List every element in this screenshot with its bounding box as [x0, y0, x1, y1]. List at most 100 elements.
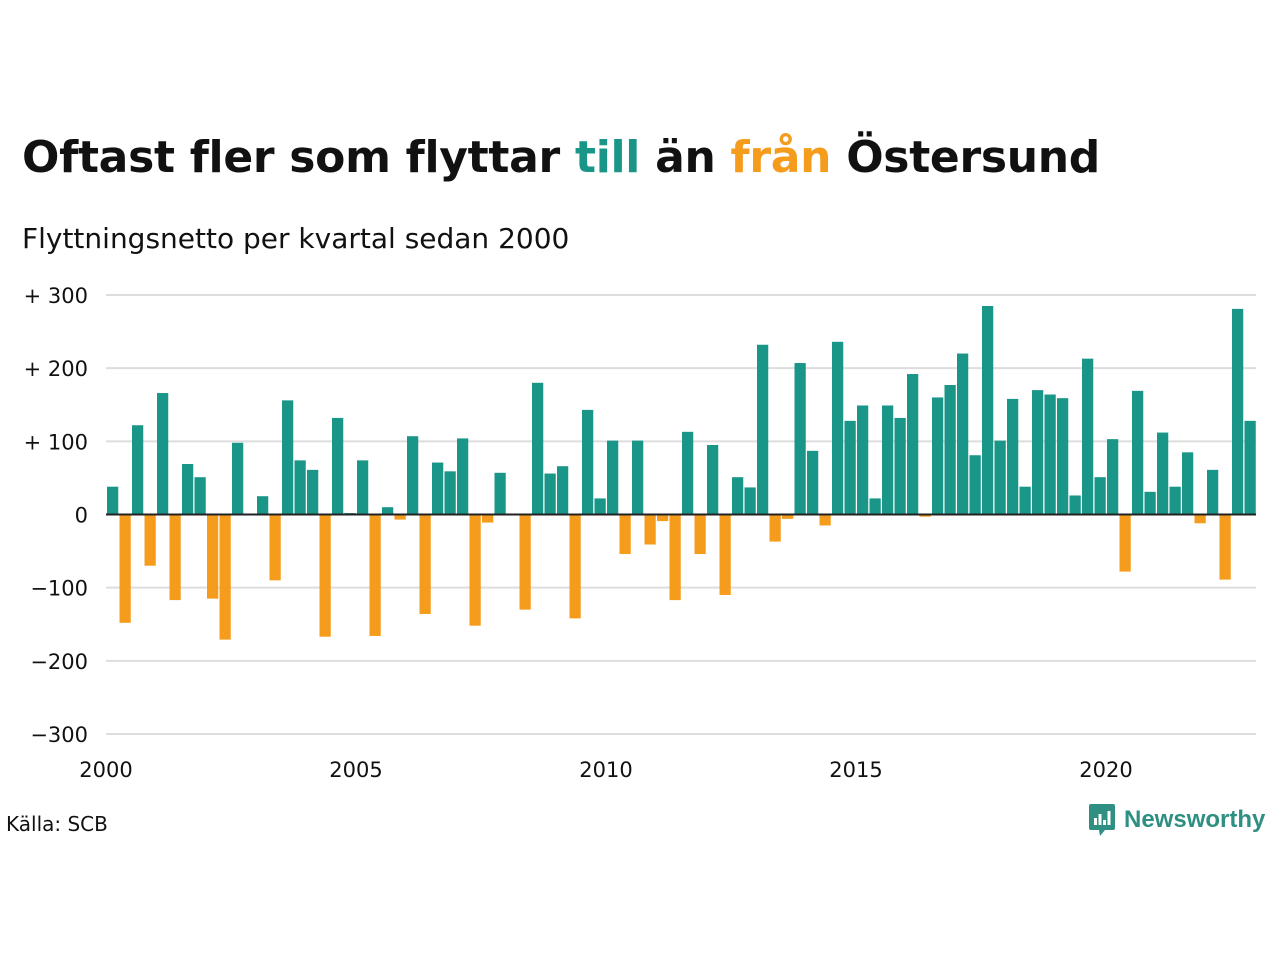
bar	[1057, 398, 1069, 515]
bars	[107, 305, 1256, 640]
bar	[907, 374, 919, 515]
bar	[319, 514, 331, 637]
bar	[144, 514, 156, 566]
bar	[194, 477, 206, 515]
bar	[969, 455, 981, 515]
grid-lines	[106, 294, 1256, 735]
bar	[294, 460, 306, 515]
bar	[869, 498, 881, 515]
bar	[419, 514, 431, 615]
bar	[1032, 390, 1044, 515]
bar	[769, 514, 781, 542]
bar	[569, 514, 581, 619]
bar	[257, 496, 269, 515]
bar	[132, 425, 144, 515]
bar	[682, 431, 694, 515]
bar	[1169, 486, 1181, 515]
bar	[494, 472, 506, 515]
bar	[107, 486, 119, 515]
bar	[1244, 420, 1256, 515]
y-tick-label: −200	[30, 650, 88, 674]
bar	[1232, 308, 1244, 515]
bar	[707, 444, 719, 515]
bar	[694, 514, 706, 555]
bar	[1194, 514, 1206, 524]
bar	[557, 466, 569, 515]
bar	[457, 438, 469, 515]
title-till: till	[574, 132, 641, 183]
bar	[757, 344, 769, 515]
bar	[169, 514, 181, 601]
bar	[982, 305, 994, 515]
bar	[1044, 394, 1056, 515]
bar	[482, 514, 494, 523]
title-part-3: än	[640, 132, 731, 183]
bar	[882, 405, 894, 515]
brand-name: Newsworthy	[1124, 806, 1266, 833]
y-tick-label: + 100	[24, 430, 88, 454]
bar	[1007, 398, 1019, 515]
x-tick-label: 2000	[79, 758, 132, 782]
y-tick-label: + 300	[24, 284, 88, 308]
bar	[632, 440, 644, 515]
bar	[919, 514, 931, 517]
bar	[207, 514, 219, 599]
bar	[532, 382, 544, 515]
bar	[807, 450, 819, 515]
x-tick-label: 2020	[1079, 758, 1132, 782]
bar	[182, 464, 194, 515]
title-part-1: Oftast fler som flyttar	[22, 132, 575, 183]
bar	[719, 514, 731, 595]
bar	[1119, 514, 1131, 572]
newsworthy-logo-icon	[1089, 804, 1115, 836]
bar	[582, 409, 594, 515]
bar	[1019, 486, 1031, 515]
bar	[444, 471, 456, 515]
bar	[657, 514, 669, 522]
bar	[1132, 390, 1144, 515]
bar	[782, 514, 794, 519]
bar	[219, 514, 231, 640]
bar	[282, 400, 294, 515]
bar	[1094, 477, 1106, 515]
bar	[1182, 452, 1194, 515]
axes: + 300 + 200 + 100 0 −100 −200 −300 2000 2005 2010…	[24, 284, 1256, 782]
bar	[944, 384, 956, 515]
bar	[594, 498, 606, 515]
x-tick-label: 2005	[329, 758, 382, 782]
bar	[307, 469, 319, 515]
bar	[544, 473, 556, 515]
brand-logo: Newsworthy	[1088, 803, 1265, 837]
bar	[269, 514, 281, 581]
bar	[119, 514, 131, 623]
bar	[794, 363, 806, 515]
bar	[857, 405, 869, 515]
x-tick-label: 2010	[579, 758, 632, 782]
bar	[1207, 469, 1219, 515]
bar	[157, 393, 169, 515]
bar	[1157, 432, 1169, 515]
bar	[894, 417, 906, 515]
bar	[469, 514, 481, 626]
y-tick-label: 0	[75, 504, 88, 528]
bar	[619, 514, 631, 555]
bar	[332, 417, 344, 515]
bar	[432, 462, 444, 515]
title-fran: från	[730, 132, 832, 183]
bar	[407, 436, 419, 515]
bar	[1082, 358, 1094, 515]
bar	[669, 514, 681, 601]
y-tick-label: + 200	[24, 357, 88, 381]
bar	[519, 514, 531, 610]
bar	[357, 460, 369, 515]
bar	[232, 442, 244, 515]
bar	[932, 397, 944, 515]
bar	[1144, 491, 1156, 515]
y-tick-label: −300	[30, 723, 88, 747]
bar	[832, 341, 844, 515]
bar	[382, 507, 394, 515]
bar	[1219, 514, 1231, 580]
bar	[607, 440, 619, 515]
x-tick-label: 2015	[829, 758, 882, 782]
bar	[994, 440, 1006, 515]
